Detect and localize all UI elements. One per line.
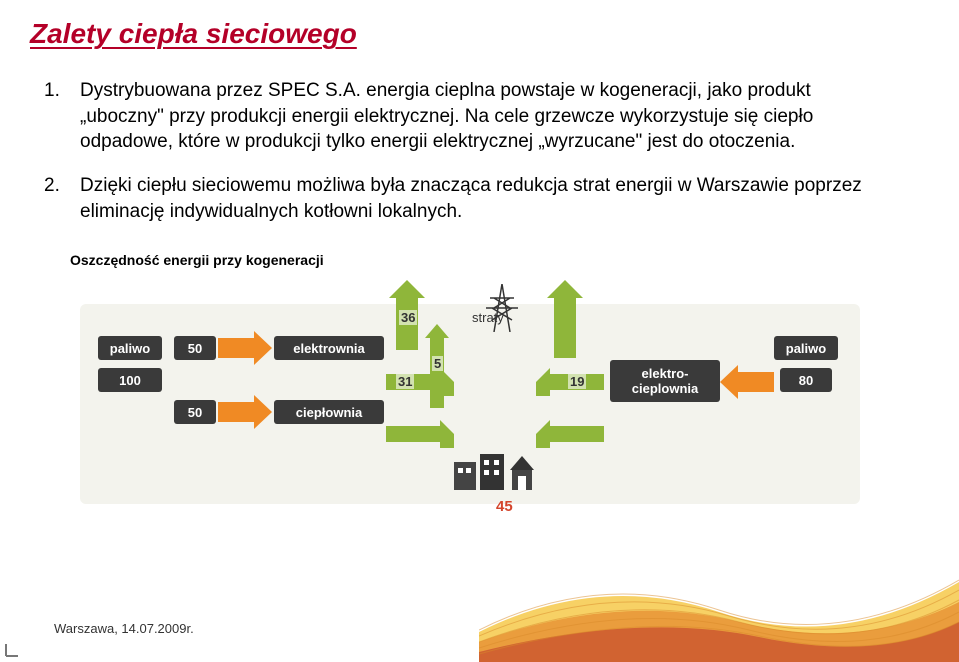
list-item: 1. Dystrybuowana przez SPEC S.A. energia… xyxy=(44,78,899,155)
arrow-orange-head xyxy=(254,331,272,365)
label-paliwo-left: paliwo xyxy=(98,336,162,360)
list-number: 2. xyxy=(44,173,80,224)
page-title: Zalety ciepła sieciowego xyxy=(0,0,959,50)
arrow-green-right-head xyxy=(440,368,454,396)
label-elektrownia: elektrownia xyxy=(274,336,384,360)
label-paliwo-right: paliwo xyxy=(774,336,838,360)
arrow-green-right xyxy=(386,426,440,442)
houses-icon xyxy=(452,450,548,492)
pylon-icon xyxy=(484,284,520,332)
arrow-orange-head xyxy=(254,395,272,429)
arrow-orange xyxy=(218,338,254,358)
label-45: 45 xyxy=(494,498,515,515)
arrow-green-up-head xyxy=(389,280,425,298)
arrow-green-up-head xyxy=(425,324,449,338)
label-36: 36 xyxy=(399,310,417,325)
label-elektrocieplownia: elektro- cieplownia xyxy=(610,360,720,402)
label-50a: 50 xyxy=(174,336,216,360)
corner-mark-icon xyxy=(4,636,26,658)
label-cieplownia: ciepłownia xyxy=(274,400,384,424)
arrow-green-left-head xyxy=(536,368,550,396)
arrow-orange xyxy=(738,372,774,392)
arrow-orange xyxy=(218,402,254,422)
list-text: Dzięki ciepłu sieciowemu możliwa była zn… xyxy=(80,173,899,224)
label-31: 31 xyxy=(396,374,414,389)
arrow-green-up-head xyxy=(547,280,583,298)
arrow-green-right-head xyxy=(440,420,454,448)
label-19: 19 xyxy=(568,374,586,389)
content-area: 1. Dystrybuowana przez SPEC S.A. energia… xyxy=(0,50,959,224)
label-5: 5 xyxy=(432,356,443,371)
diagram-caption: Oszczędność energii przy kogeneracji xyxy=(0,242,959,268)
footer-date: Warszawa, 14.07.2009r. xyxy=(54,621,194,636)
list-item: 2. Dzięki ciepłu sieciowemu możliwa była… xyxy=(44,173,899,224)
energy-diagram: paliwo 100 50 50 elektrownia ciepłownia … xyxy=(80,276,860,536)
label-100: 100 xyxy=(98,368,162,392)
arrow-orange-head xyxy=(720,365,738,399)
arrow-green-left xyxy=(550,426,604,442)
list-text: Dystrybuowana przez SPEC S.A. energia ci… xyxy=(80,78,899,155)
arrow-green-up xyxy=(554,298,576,358)
arrow-green-left-head xyxy=(536,420,550,448)
label-80: 80 xyxy=(780,368,832,392)
list-number: 1. xyxy=(44,78,80,155)
label-50b: 50 xyxy=(174,400,216,424)
